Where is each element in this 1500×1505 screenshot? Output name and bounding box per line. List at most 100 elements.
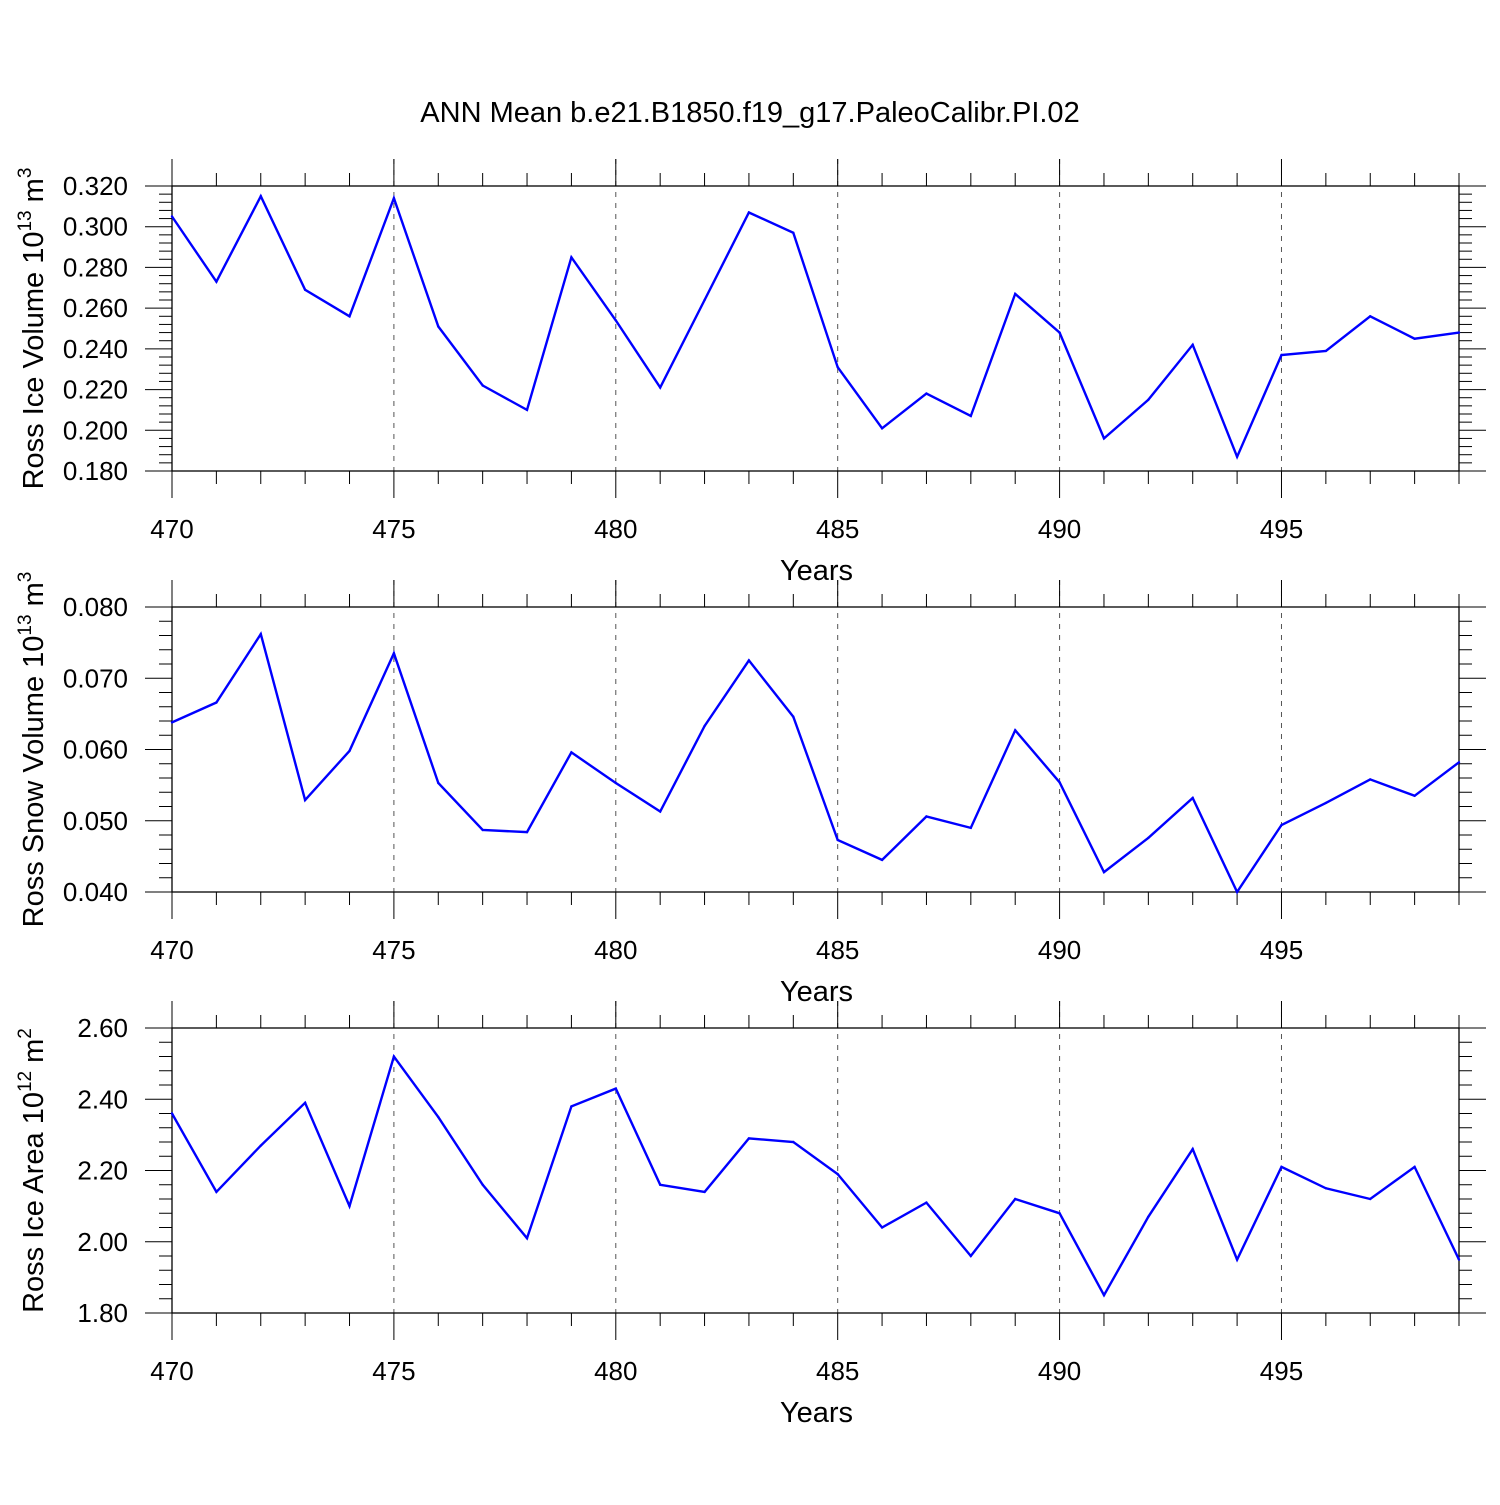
data-point [525, 1237, 529, 1240]
data-point [1280, 823, 1283, 827]
y-tick-label: 0.200 [63, 415, 128, 445]
data-point [392, 197, 396, 200]
data-point [836, 366, 839, 369]
plot-frame [171, 1027, 1460, 1314]
data-point [437, 1115, 440, 1119]
data-point [392, 1055, 396, 1058]
data-point [170, 215, 174, 218]
y-tick-label: 0.300 [63, 212, 128, 242]
y-tick-label: 0.240 [63, 334, 128, 364]
data-point [570, 256, 573, 259]
data-point [792, 231, 795, 234]
x-axis-label: Years [780, 976, 853, 1008]
x-axis-label: Years [780, 555, 853, 587]
series-line [171, 631, 1460, 895]
data-point [1457, 331, 1461, 334]
y-axis-label: Ross Snow Volume 1013 m3 [15, 572, 50, 928]
data-point [259, 1144, 262, 1147]
x-tick-label: 475 [372, 1356, 415, 1386]
data-point [1191, 1147, 1194, 1151]
x-tick-label: 495 [1260, 935, 1303, 965]
y-tick-label: 0.050 [63, 806, 128, 836]
data-point [1014, 729, 1017, 732]
y-tick-label: 0.320 [63, 171, 128, 201]
data-point [1280, 353, 1283, 357]
data-point [703, 724, 706, 728]
y-tick-label: 0.080 [63, 592, 128, 622]
x-tick-label: 495 [1260, 514, 1303, 544]
data-point [614, 1087, 617, 1090]
data-point [1147, 398, 1150, 401]
x-tick-label: 475 [372, 514, 415, 544]
series-line [170, 1053, 1461, 1298]
y-tick-label: 0.070 [63, 663, 128, 693]
data-point [1147, 1215, 1150, 1219]
data-point [925, 392, 928, 395]
data-point [348, 749, 351, 753]
x-axis-label: Years [780, 1397, 853, 1429]
data-point [1147, 836, 1150, 840]
data-point [703, 298, 706, 302]
data-point [1280, 1165, 1283, 1169]
data-point [1324, 349, 1328, 353]
chart-panel-1: 0.180 0.200 0.220 0.240 0.260 0.280 0.300 0.320… [15, 159, 1486, 587]
data-point [1457, 1258, 1461, 1261]
data-point [215, 701, 218, 704]
data-point [1058, 781, 1061, 784]
data-point [170, 721, 174, 724]
x-tick-label: 490 [1038, 1356, 1081, 1386]
y-tick-label: 0.280 [63, 252, 128, 282]
data-point [1058, 1212, 1061, 1215]
figure-title: ANN Mean b.e21.B1850.f19_g17.PaleoCalibr… [420, 97, 1079, 129]
chart-panel-2: 0.040 0.050 0.060 0.070 0.080 470 475 480 485 490… [15, 572, 1486, 1008]
data-point [880, 1226, 884, 1229]
data-point [1014, 292, 1017, 296]
y-tick-label: 1.80 [77, 1298, 128, 1328]
y-tick-label: 2.60 [77, 1013, 128, 1043]
data-point [1014, 1197, 1017, 1201]
data-point [1457, 761, 1461, 764]
data-point [747, 659, 751, 662]
x-tick-label: 495 [1260, 1356, 1303, 1386]
x-tick-label: 485 [816, 514, 859, 544]
data-point [747, 211, 751, 214]
y-tick-label: 0.040 [63, 877, 128, 907]
series-line [171, 193, 1460, 460]
data-point [1235, 890, 1239, 894]
y-tick-label: 0.180 [63, 456, 128, 486]
data-point [703, 1190, 706, 1194]
x-tick-label: 475 [372, 935, 415, 965]
data-point [792, 715, 795, 718]
data-point [570, 1105, 573, 1108]
x-tick-label: 490 [1038, 514, 1081, 544]
data-point [259, 632, 262, 636]
chart-panel-3: 1.80 2.00 2.20 2.40 2.60 470 475 480 485 490 495 Ye… [15, 1001, 1486, 1429]
data-point [925, 815, 928, 818]
data-point [1369, 1197, 1372, 1201]
data-point [481, 1183, 484, 1187]
data-point [969, 826, 972, 830]
data-point [1102, 437, 1106, 440]
data-point [1413, 1165, 1416, 1169]
data-point [437, 781, 440, 785]
y-axis-label: Ross Ice Volume 1013 m3 [15, 168, 50, 490]
data-point [659, 810, 662, 813]
data-point [259, 195, 262, 198]
y-tick-label: 0.260 [63, 293, 128, 323]
y-tick-label: 2.00 [77, 1227, 128, 1257]
data-point [1102, 870, 1106, 874]
data-point [1369, 778, 1372, 781]
data-point [1102, 1294, 1106, 1297]
data-point [215, 280, 218, 283]
y-tick-label: 2.20 [77, 1156, 128, 1186]
data-point [969, 414, 972, 418]
y-tick-label: 0.220 [63, 375, 128, 405]
data-point [659, 1183, 662, 1187]
data-point [836, 838, 839, 842]
data-point [303, 798, 307, 802]
x-tick-label: 485 [816, 935, 859, 965]
data-point [348, 1204, 351, 1208]
data-point [1235, 1258, 1239, 1261]
